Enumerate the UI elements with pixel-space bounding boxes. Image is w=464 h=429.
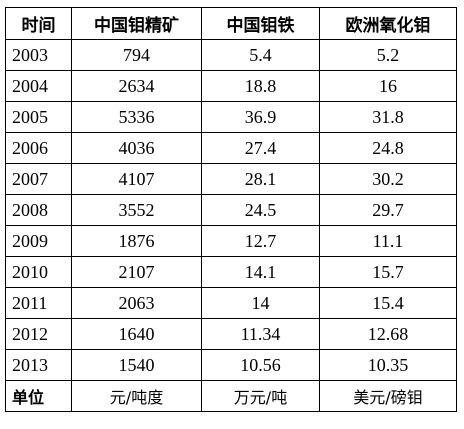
year-cell: 2011 bbox=[5, 287, 72, 319]
table-row: 2013 1540 10.56 10.35 bbox=[5, 349, 457, 381]
year-cell: 2004 bbox=[5, 70, 72, 102]
year-cell: 2009 bbox=[5, 225, 72, 257]
year-cell: 2010 bbox=[5, 256, 72, 288]
china-mo-concentrate-cell: 3552 bbox=[71, 194, 202, 226]
table-row: 2011 2063 14 15.4 bbox=[5, 287, 457, 319]
europe-mo-oxide-cell: 5.2 bbox=[319, 39, 457, 71]
year-cell: 2008 bbox=[5, 194, 72, 226]
unit-china-ferromolybdenum: 万元/吨 bbox=[201, 380, 320, 412]
europe-mo-oxide-cell: 10.35 bbox=[319, 349, 457, 381]
header-china-ferromolybdenum: 中国钼铁 bbox=[201, 7, 320, 40]
china-ferromolybdenum-cell: 27.4 bbox=[201, 132, 320, 164]
china-ferromolybdenum-cell: 14.1 bbox=[201, 256, 320, 288]
china-mo-concentrate-cell: 2063 bbox=[71, 287, 202, 319]
china-ferromolybdenum-cell: 11.34 bbox=[201, 318, 320, 350]
table-row: 2004 2634 18.8 16 bbox=[5, 70, 457, 102]
table-body: 2003 794 5.4 5.2 2004 2634 18.8 16 2005 5336 36.9 3… bbox=[5, 39, 457, 381]
europe-mo-oxide-cell: 31.8 bbox=[319, 101, 457, 133]
year-cell: 2003 bbox=[5, 39, 72, 71]
china-mo-concentrate-cell: 5336 bbox=[71, 101, 202, 133]
table-row: 2006 4036 27.4 24.8 bbox=[5, 132, 457, 164]
table-row: 2005 5336 36.9 31.8 bbox=[5, 101, 457, 133]
china-mo-concentrate-cell: 794 bbox=[71, 39, 202, 71]
table-row: 2007 4107 28.1 30.2 bbox=[5, 163, 457, 195]
header-row: 时间 中国钼精矿 中国钼铁 欧洲氧化钼 bbox=[5, 7, 457, 40]
table-row: 2003 794 5.4 5.2 bbox=[5, 39, 457, 71]
china-ferromolybdenum-cell: 12.7 bbox=[201, 225, 320, 257]
china-mo-concentrate-cell: 2634 bbox=[71, 70, 202, 102]
europe-mo-oxide-cell: 11.1 bbox=[319, 225, 457, 257]
unit-china-mo-concentrate: 元/吨度 bbox=[71, 380, 202, 412]
europe-mo-oxide-cell: 16 bbox=[319, 70, 457, 102]
header-year: 时间 bbox=[5, 7, 72, 40]
china-mo-concentrate-cell: 1540 bbox=[71, 349, 202, 381]
year-cell: 2007 bbox=[5, 163, 72, 195]
europe-mo-oxide-cell: 12.68 bbox=[319, 318, 457, 350]
year-cell: 2006 bbox=[5, 132, 72, 164]
header-china-mo-concentrate: 中国钼精矿 bbox=[71, 7, 202, 40]
china-mo-concentrate-cell: 1876 bbox=[71, 225, 202, 257]
china-mo-concentrate-cell: 4107 bbox=[71, 163, 202, 195]
molybdenum-price-table: 时间 中国钼精矿 中国钼铁 欧洲氧化钼 2003 794 5.4 5.2 2004 263… bbox=[5, 7, 457, 412]
year-cell: 2013 bbox=[5, 349, 72, 381]
europe-mo-oxide-cell: 15.7 bbox=[319, 256, 457, 288]
china-ferromolybdenum-cell: 5.4 bbox=[201, 39, 320, 71]
header-europe-mo-oxide: 欧洲氧化钼 bbox=[319, 7, 457, 40]
year-cell: 2012 bbox=[5, 318, 72, 350]
unit-row: 单位 元/吨度 万元/吨 美元/磅钼 bbox=[5, 380, 457, 412]
china-ferromolybdenum-cell: 36.9 bbox=[201, 101, 320, 133]
table-row: 2010 2107 14.1 15.7 bbox=[5, 256, 457, 288]
china-ferromolybdenum-cell: 10.56 bbox=[201, 349, 320, 381]
china-ferromolybdenum-cell: 24.5 bbox=[201, 194, 320, 226]
china-ferromolybdenum-cell: 14 bbox=[201, 287, 320, 319]
china-ferromolybdenum-cell: 18.8 bbox=[201, 70, 320, 102]
unit-europe-mo-oxide: 美元/磅钼 bbox=[319, 380, 457, 412]
table-row: 2012 1640 11.34 12.68 bbox=[5, 318, 457, 350]
china-mo-concentrate-cell: 4036 bbox=[71, 132, 202, 164]
unit-label: 单位 bbox=[5, 380, 72, 412]
europe-mo-oxide-cell: 30.2 bbox=[319, 163, 457, 195]
europe-mo-oxide-cell: 24.8 bbox=[319, 132, 457, 164]
table-row: 2008 3552 24.5 29.7 bbox=[5, 194, 457, 226]
china-mo-concentrate-cell: 1640 bbox=[71, 318, 202, 350]
china-ferromolybdenum-cell: 28.1 bbox=[201, 163, 320, 195]
europe-mo-oxide-cell: 15.4 bbox=[319, 287, 457, 319]
table-row: 2009 1876 12.7 11.1 bbox=[5, 225, 457, 257]
china-mo-concentrate-cell: 2107 bbox=[71, 256, 202, 288]
europe-mo-oxide-cell: 29.7 bbox=[319, 194, 457, 226]
year-cell: 2005 bbox=[5, 101, 72, 133]
